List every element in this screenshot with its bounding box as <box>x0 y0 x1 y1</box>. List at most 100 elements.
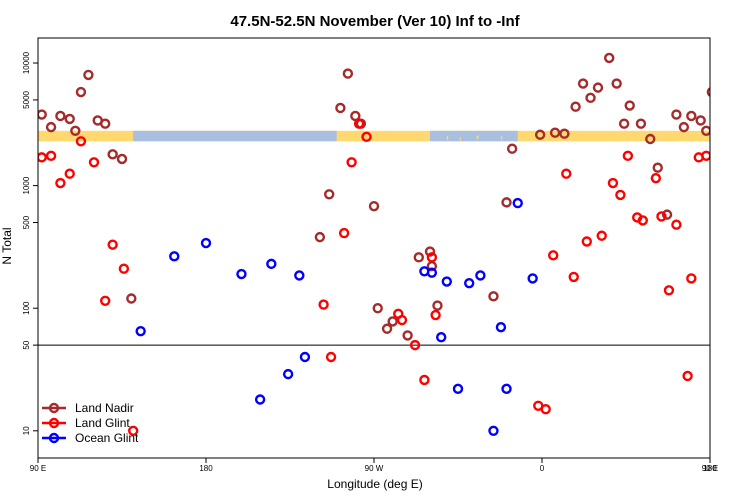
map-ocean-region <box>430 130 518 142</box>
data-point <box>622 150 634 162</box>
data-point <box>236 268 247 280</box>
data-point <box>712 179 720 187</box>
data-point <box>299 351 311 363</box>
data-point <box>671 219 682 230</box>
data-point <box>324 189 335 200</box>
data-point <box>318 299 329 310</box>
data-point <box>730 120 738 128</box>
data-point <box>624 100 635 111</box>
data-point <box>671 109 682 120</box>
y-axis: 10 50 100 500 1000 5000 10000 <box>22 51 38 435</box>
data-point <box>652 162 663 173</box>
x-tick-label: 180 <box>199 464 213 473</box>
data-point <box>663 285 675 296</box>
x-tick-label: 180 <box>703 464 717 473</box>
plot-background <box>38 38 710 458</box>
data-point <box>335 102 346 114</box>
data-point <box>45 150 57 162</box>
data-point <box>534 129 546 140</box>
x-tick-label: 90 E <box>30 464 46 473</box>
data-point <box>402 330 413 341</box>
data-point <box>254 394 266 405</box>
data-point <box>430 309 441 321</box>
y-tick-label: 100 <box>22 301 31 315</box>
data-point <box>475 270 486 281</box>
data-point <box>99 118 111 129</box>
data-point <box>169 251 180 262</box>
data-point <box>55 110 66 122</box>
legend-marker <box>48 402 60 414</box>
legend-item: Land Nadir <box>42 401 134 415</box>
map-island <box>394 136 396 141</box>
data-point <box>387 316 398 327</box>
data-point <box>452 383 464 395</box>
data-point <box>645 133 656 145</box>
data-point <box>701 125 710 136</box>
data-point <box>83 69 94 81</box>
data-point <box>661 209 673 220</box>
data-point <box>325 351 337 363</box>
y-tick-label: 10000 <box>22 51 31 74</box>
world-map-strip <box>38 130 710 142</box>
data-point <box>294 270 305 281</box>
data-point <box>585 92 596 104</box>
data-point <box>441 276 452 287</box>
legend-label: Land Nadir <box>75 401 134 415</box>
legend-marker <box>48 417 60 429</box>
data-point <box>527 273 538 284</box>
series-land-glint <box>38 118 749 437</box>
map-land-base <box>38 130 710 142</box>
data-point <box>135 325 146 337</box>
data-point <box>506 143 518 154</box>
legend-label: Land Glint <box>75 416 130 430</box>
data-point <box>353 118 365 129</box>
data-point <box>607 177 619 189</box>
data-point <box>738 150 746 158</box>
data-point <box>266 258 277 270</box>
x-tick-label: 0 <box>540 464 545 473</box>
x-axis-label: Longitude (deg E) <box>327 477 422 491</box>
data-point <box>615 189 626 201</box>
data-point <box>719 170 727 178</box>
data-point <box>488 425 499 437</box>
data-point <box>409 339 421 351</box>
data-point <box>741 158 749 166</box>
legend-item: Ocean Glint <box>42 431 139 445</box>
map-island <box>476 135 479 140</box>
data-point <box>64 168 75 179</box>
series-ocean-glint <box>135 197 538 437</box>
data-point <box>604 52 615 64</box>
data-point <box>695 115 706 126</box>
data-point <box>107 149 118 160</box>
data-point <box>549 127 561 138</box>
map-island <box>446 136 449 140</box>
data-point <box>686 273 697 284</box>
data-point <box>656 211 667 222</box>
x-tick-label: 90 W <box>365 464 384 473</box>
map-island <box>500 136 503 140</box>
data-point <box>635 118 647 129</box>
data-point <box>70 125 81 136</box>
data-point <box>512 197 523 209</box>
data-point <box>581 236 592 247</box>
data-point <box>372 303 383 314</box>
data-point <box>107 239 118 250</box>
data-point <box>464 277 475 289</box>
data-point <box>338 227 350 239</box>
data-point <box>701 150 710 162</box>
data-point <box>637 215 648 226</box>
data-point <box>368 200 380 212</box>
data-point <box>419 374 430 386</box>
y-tick-label: 10 <box>22 426 31 435</box>
data-point <box>75 86 87 98</box>
data-point <box>650 172 662 184</box>
data-point <box>432 300 443 311</box>
data-point <box>596 230 607 241</box>
data-point <box>116 153 128 165</box>
data-point <box>436 332 447 343</box>
data-point <box>38 152 47 163</box>
data-point <box>723 116 731 124</box>
